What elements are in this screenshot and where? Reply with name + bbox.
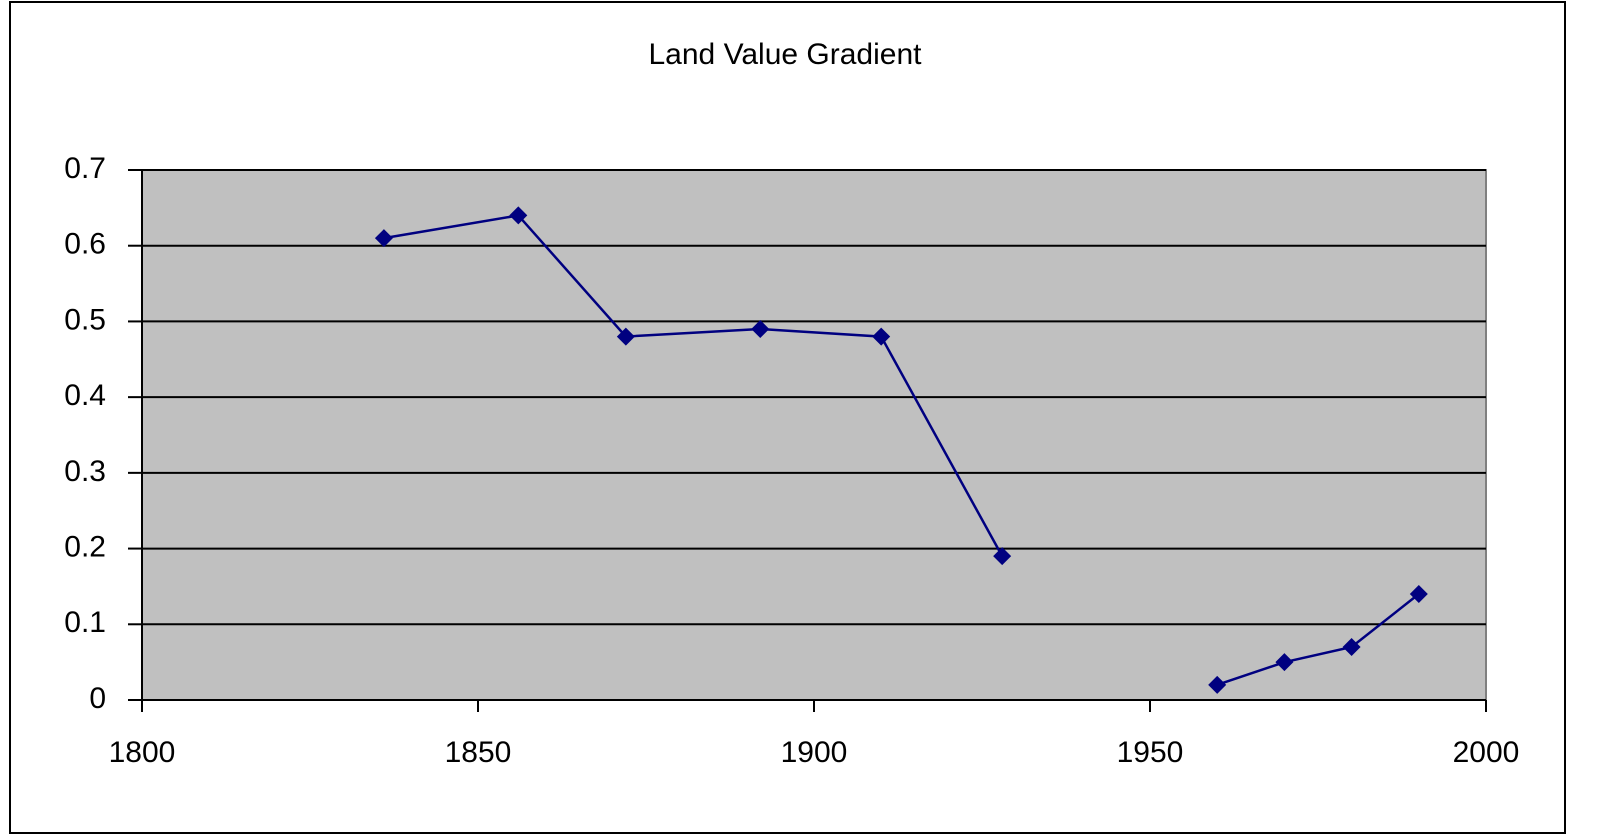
- y-tick-label: 0.4: [64, 379, 106, 412]
- marker: [1208, 675, 1227, 694]
- marker: [374, 229, 393, 248]
- y-tick-label: 0.1: [64, 606, 106, 639]
- marker: [1409, 585, 1428, 603]
- y-tick-label: 0: [89, 682, 106, 715]
- x-tick-label: 1950: [1117, 736, 1184, 769]
- marker: [616, 327, 635, 346]
- y-tick-label: 0.7: [64, 152, 106, 185]
- y-tick-label: 0.2: [64, 530, 106, 563]
- marker: [509, 206, 528, 225]
- line: [383, 214, 1004, 557]
- x-tick-label: 2000: [1453, 736, 1520, 769]
- line: [1216, 593, 1420, 687]
- marker: [1275, 653, 1294, 672]
- x-tick-label: 1800: [109, 736, 176, 769]
- y-tick-label: 0.6: [64, 228, 106, 261]
- marker: [1342, 638, 1361, 656]
- plot-area: [141, 169, 1487, 701]
- y-tick-label: 0.5: [64, 303, 106, 336]
- marker: [751, 320, 770, 338]
- x-tick-label: 1900: [781, 736, 848, 769]
- chart-title: Land Value Gradient: [649, 38, 923, 71]
- marker: [993, 547, 1012, 566]
- x-tick-label: 1850: [445, 736, 512, 769]
- marker: [872, 327, 891, 346]
- y-tick-label: 0.3: [64, 455, 106, 488]
